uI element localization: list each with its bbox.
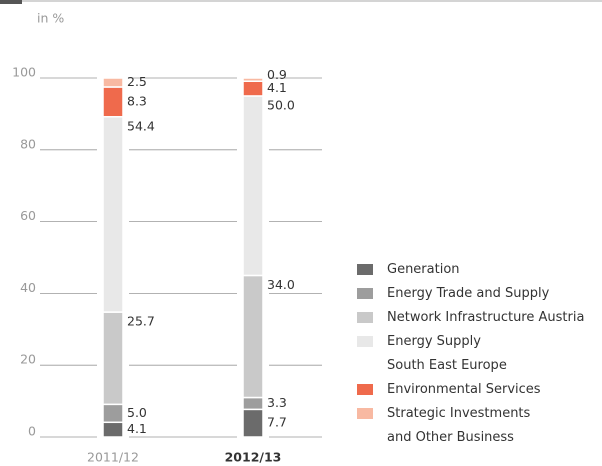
value-label: 4.1 (127, 421, 147, 436)
value-label: 34.0 (267, 277, 295, 292)
legend-swatch (357, 264, 373, 275)
legend-item: Strategic Investments and Other Business (357, 402, 602, 450)
bar-segment (242, 274, 264, 399)
bar-segment (242, 95, 264, 277)
y-tick-label: 60 (20, 208, 36, 223)
legend-item: Generation (357, 258, 602, 282)
x-tick-label: 2012/13 (225, 450, 282, 465)
bar-segment (102, 86, 124, 118)
x-tick-label: 2011/12 (87, 450, 139, 465)
legend-label: Generation (387, 262, 460, 277)
y-tick-label: 0 (28, 424, 36, 439)
bar-segment (102, 116, 124, 313)
value-label: 50.0 (267, 97, 295, 112)
y-tick-label: 100 (12, 65, 36, 80)
y-tick-label: 40 (20, 280, 36, 295)
unit-label: in % (37, 11, 64, 26)
bar-segment (102, 421, 124, 438)
bar-segment (102, 311, 124, 406)
bar-segment (102, 77, 124, 88)
legend-swatch (357, 288, 373, 299)
bar-segment (242, 396, 264, 411)
header-accent (0, 0, 22, 4)
legend-label: Energy Supply South East Europe (387, 334, 507, 373)
value-label: 2.5 (127, 74, 147, 89)
legend-label: Energy Trade and Supply (387, 286, 550, 301)
legend-swatch (357, 408, 373, 419)
value-label: 54.4 (127, 118, 155, 133)
y-tick-label: 80 (20, 136, 36, 151)
value-label: 3.3 (267, 395, 287, 410)
legend: Generation Energy Trade and Supply Network… (357, 258, 602, 450)
legend-label: Strategic Investments and Other Business (387, 406, 531, 445)
bar-segment (242, 408, 264, 438)
legend-swatch (357, 312, 373, 323)
legend-item: Energy Supply South East Europe (357, 330, 602, 378)
legend-swatch (357, 336, 373, 347)
value-label: 5.0 (127, 405, 147, 420)
bar-segment (242, 77, 264, 82)
legend-item: Environmental Services (357, 378, 602, 402)
value-label: 8.3 (127, 93, 147, 108)
value-label: 4.1 (267, 80, 287, 95)
y-tick-label: 20 (20, 352, 36, 367)
legend-item: Energy Trade and Supply (357, 282, 602, 306)
legend-label: Environmental Services (387, 382, 541, 397)
value-label: 0.9 (267, 67, 287, 82)
bar-segment (242, 80, 264, 97)
value-label: 25.7 (127, 314, 155, 329)
value-label: 7.7 (267, 415, 287, 430)
legend-item: Network Infrastructure Austria (357, 306, 602, 330)
legend-swatch (357, 384, 373, 395)
bar-segment (102, 403, 124, 424)
legend-label: Network Infrastructure Austria (387, 310, 585, 325)
